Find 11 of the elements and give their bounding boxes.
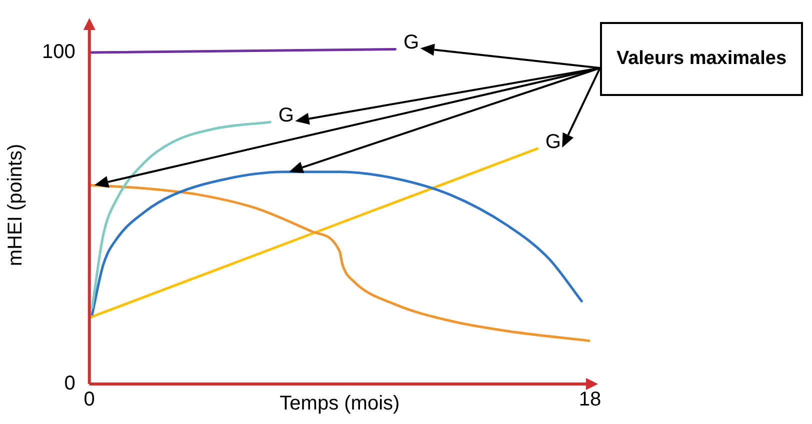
annotation: G bbox=[545, 131, 561, 154]
x-tick-label: 18 bbox=[578, 388, 602, 411]
y-tick-label: 100 bbox=[42, 41, 76, 64]
x-axis-title: Temps (mois) bbox=[280, 392, 400, 415]
line-series bbox=[90, 120, 272, 310]
y-axis-title: mHEI (points) bbox=[4, 144, 27, 266]
line-series bbox=[90, 170, 583, 316]
annotation: G bbox=[404, 32, 420, 54]
annotation: G bbox=[278, 104, 294, 127]
text: Valeurs maximales bbox=[600, 22, 803, 96]
line-series bbox=[89, 184, 590, 342]
